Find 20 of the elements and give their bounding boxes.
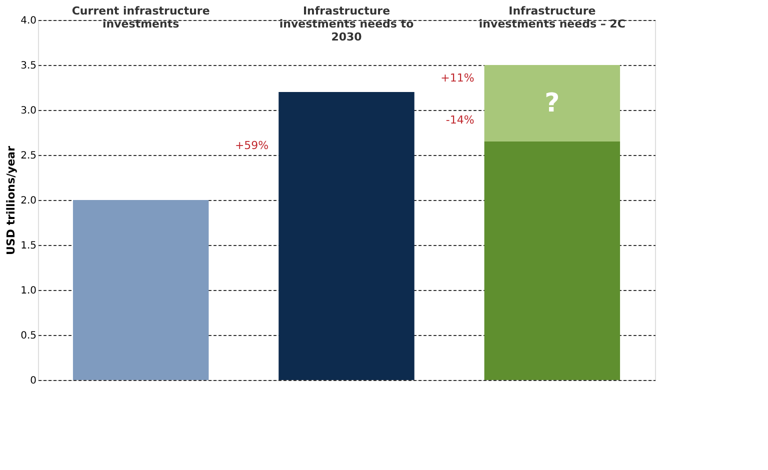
x-tick-label: Infrastructure investments needs to 2030: [279, 4, 414, 44]
annotation: +59%: [234, 139, 269, 152]
y-tick-label: 0.5: [20, 330, 36, 342]
y-tick-label: 2.5: [20, 150, 36, 162]
bar: [278, 92, 414, 380]
y-tick-label: 3.0: [20, 106, 36, 116]
x-tick-label: Current infrastructure investments: [72, 4, 210, 30]
y-tick-label: 1.5: [20, 240, 36, 252]
y-tick-label: 3.5: [20, 60, 36, 72]
y-axis-title: USD trillions/year: [4, 145, 18, 256]
y-tick-label: 1.0: [20, 286, 36, 296]
y-tick-label: 0: [30, 376, 36, 386]
bar: [484, 65, 620, 142]
data-label: ?: [544, 88, 560, 118]
bar: [484, 142, 620, 380]
annotation: -14%: [446, 114, 474, 126]
bar: [72, 200, 209, 380]
annotation: +11%: [440, 72, 474, 84]
y-tick-label: 4.0: [20, 16, 36, 26]
y-tick-label: 2.0: [20, 196, 36, 206]
